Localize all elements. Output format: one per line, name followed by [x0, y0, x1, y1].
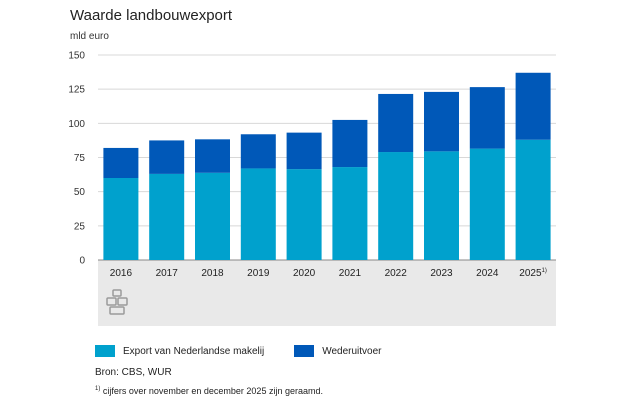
y-tick-label: 25: [74, 221, 86, 232]
legend-item-wederuitvoer: Wederuitvoer: [294, 345, 381, 357]
x-tick-label: 2018: [201, 268, 224, 279]
y-tick-label: 150: [68, 51, 85, 62]
footnote: 1) cijfers over november en december 202…: [95, 386, 323, 396]
footnote-text: cijfers over november en december 2025 z…: [102, 386, 323, 396]
bar-wederuitvoer-2021: [332, 119, 368, 168]
bar-wederuitvoer-2017: [149, 140, 185, 174]
x-axis-band: [98, 260, 556, 326]
legend-swatch-export: [95, 345, 115, 357]
x-tick-label: 2017: [156, 268, 179, 279]
y-tick-label: 75: [74, 153, 86, 164]
bar-wederuitvoer-2024: [469, 87, 505, 149]
bar-wederuitvoer-2020: [286, 132, 322, 170]
x-tick-label: 2016: [110, 268, 133, 279]
bar-export-2018: [195, 172, 230, 260]
bar-wederuitvoer-2025: [515, 72, 551, 140]
source-note: Bron: CBS, WUR: [95, 367, 172, 378]
bar-wederuitvoer-2018: [195, 139, 230, 173]
x-tick-label: 2023: [430, 268, 453, 279]
y-tick-label: 125: [68, 85, 85, 96]
stacked-bar-chart: 0 25 50 75 100 125 150 2016 2017 2018 2019 2020 202…: [68, 51, 556, 326]
bar-export-2020: [286, 169, 322, 260]
y-tick-label: 0: [79, 256, 85, 267]
bar-export-2021: [332, 167, 368, 260]
footnote-marker: 1): [95, 386, 101, 392]
y-tick-label: 50: [74, 187, 86, 198]
x-tick-note-marker: 1): [542, 268, 547, 274]
bar-export-2023: [424, 151, 459, 260]
chart-title: Waarde landbouwexport: [70, 7, 233, 24]
x-tick-label: 2019: [247, 268, 270, 279]
bar-wederuitvoer-2022: [378, 93, 414, 153]
x-tick-label: 20251): [519, 268, 547, 279]
legend: Export van Nederlandse makelij Wederuitv…: [95, 345, 411, 357]
bar-export-2025: [515, 139, 551, 260]
bar-wederuitvoer-2019: [240, 134, 276, 169]
legend-label-export: Export van Nederlandse makelij: [123, 345, 265, 357]
x-tick-label: 2021: [339, 268, 362, 279]
legend-label-wederuitvoer: Wederuitvoer: [322, 345, 382, 357]
cbs-logo-icon: [106, 289, 128, 315]
bar-export-2024: [469, 148, 505, 260]
bar-wederuitvoer-2023: [424, 91, 459, 152]
bar-wederuitvoer-2016: [103, 147, 139, 178]
y-axis-unit: mld euro: [70, 31, 109, 42]
legend-swatch-wederuitvoer: [294, 345, 315, 357]
bar-export-2017: [149, 173, 185, 260]
bar-export-2016: [103, 178, 139, 260]
legend-item-export: Export van Nederlandse makelij: [95, 345, 264, 357]
x-tick-label: 2022: [385, 268, 408, 279]
x-tick-label: 2024: [476, 268, 499, 279]
bar-export-2022: [378, 152, 414, 260]
x-tick-label: 2020: [293, 268, 316, 279]
y-tick-label: 100: [68, 119, 85, 130]
bar-export-2019: [240, 168, 276, 260]
